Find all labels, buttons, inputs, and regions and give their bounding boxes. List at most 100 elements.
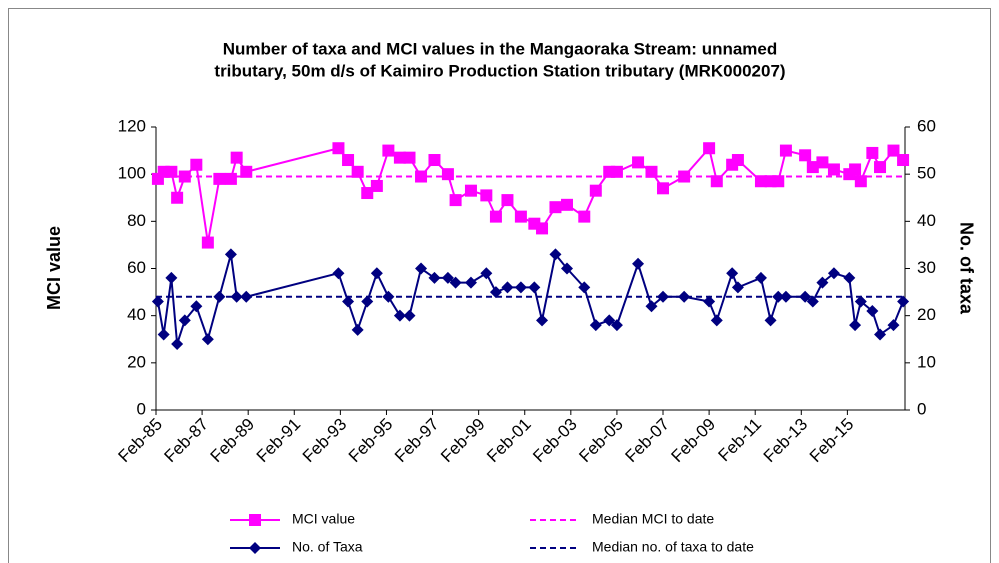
marker — [415, 262, 428, 275]
marker — [428, 154, 441, 167]
marker — [230, 151, 243, 164]
y2-tick-label: 50 — [917, 164, 936, 183]
marker — [178, 314, 191, 327]
marker — [874, 328, 887, 341]
marker — [489, 286, 502, 299]
marker — [560, 198, 573, 211]
y2-tick-label: 20 — [917, 305, 936, 324]
marker — [240, 290, 253, 303]
marker — [151, 295, 164, 308]
marker — [351, 165, 364, 178]
marker — [449, 194, 462, 207]
marker — [464, 276, 477, 289]
marker — [415, 170, 428, 183]
y2-tick-label: 60 — [917, 116, 936, 135]
marker — [165, 165, 178, 178]
y-tick-label: 40 — [127, 305, 146, 324]
marker — [361, 295, 374, 308]
y2-tick-label: 10 — [917, 352, 936, 371]
marker — [213, 172, 226, 185]
marker — [190, 300, 203, 313]
marker — [678, 170, 691, 183]
chart-title: Number of taxa and MCI values in the Man… — [223, 39, 778, 58]
marker — [589, 184, 602, 197]
legend-label: No. of Taxa — [292, 539, 363, 555]
marker — [171, 191, 184, 204]
marker — [224, 172, 237, 185]
marker — [514, 281, 527, 294]
marker — [361, 187, 374, 200]
marker — [610, 319, 623, 332]
marker — [710, 314, 723, 327]
y-tick-label: 80 — [127, 211, 146, 230]
marker — [224, 248, 237, 261]
marker — [549, 248, 562, 261]
marker — [866, 146, 879, 159]
marker — [703, 142, 716, 155]
marker — [726, 267, 739, 280]
marker — [887, 144, 900, 157]
marker — [589, 319, 602, 332]
y-tick-label: 100 — [118, 164, 146, 183]
marker — [332, 142, 345, 155]
marker — [403, 151, 416, 164]
marker — [213, 290, 226, 303]
marker — [464, 184, 477, 197]
marker — [703, 295, 716, 308]
marker — [866, 304, 879, 317]
marker — [799, 149, 812, 162]
marker — [645, 300, 658, 313]
marker — [480, 267, 493, 280]
marker — [230, 290, 243, 303]
marker — [178, 170, 191, 183]
marker — [528, 281, 541, 294]
marker — [332, 267, 345, 280]
marker — [603, 314, 616, 327]
chart-subtitle: tributary, 50m d/s of Kaimiro Production… — [214, 61, 785, 80]
marker — [428, 271, 441, 284]
marker — [843, 271, 856, 284]
marker — [645, 165, 658, 178]
marker — [480, 189, 493, 202]
marker — [249, 542, 261, 554]
marker — [370, 267, 383, 280]
marker — [897, 154, 910, 167]
marker — [710, 175, 723, 188]
marker — [501, 194, 514, 207]
y2-axis-title: No. of taxa — [956, 222, 976, 315]
marker — [764, 314, 777, 327]
marker — [731, 154, 744, 167]
marker — [754, 271, 767, 284]
marker — [632, 257, 645, 270]
marker — [610, 165, 623, 178]
legend-label: Median MCI to date — [592, 511, 714, 527]
marker — [393, 309, 406, 322]
marker — [560, 262, 573, 275]
marker — [201, 236, 214, 249]
marker — [854, 295, 867, 308]
y2-tick-label: 40 — [917, 211, 936, 230]
marker — [772, 175, 785, 188]
marker — [382, 144, 395, 157]
marker — [514, 210, 527, 223]
marker — [578, 210, 591, 223]
marker — [754, 175, 767, 188]
marker — [799, 290, 812, 303]
marker — [849, 319, 862, 332]
marker — [249, 514, 261, 526]
y-axis-title: MCI value — [44, 226, 64, 310]
marker — [657, 290, 670, 303]
marker — [536, 222, 549, 235]
marker — [827, 163, 840, 176]
marker — [779, 290, 792, 303]
marker — [441, 168, 454, 181]
marker — [779, 144, 792, 157]
marker — [165, 271, 178, 284]
marker — [171, 337, 184, 350]
marker — [887, 319, 900, 332]
marker — [441, 271, 454, 284]
marker — [816, 276, 829, 289]
marker — [897, 295, 910, 308]
y2-tick-label: 0 — [917, 399, 926, 418]
